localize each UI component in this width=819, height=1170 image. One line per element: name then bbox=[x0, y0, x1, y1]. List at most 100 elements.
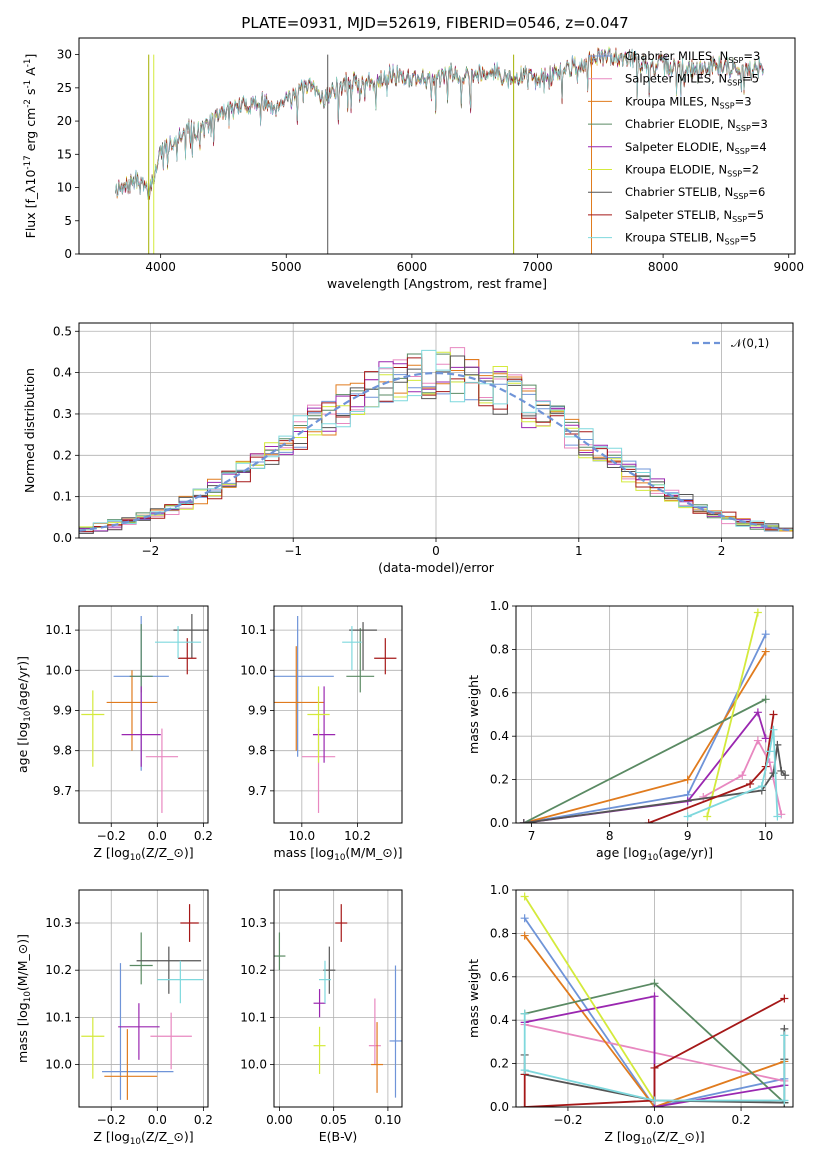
errorbar-salpeter-stelib bbox=[180, 904, 199, 942]
errorbar-kroupa-stelib bbox=[157, 960, 204, 1004]
errorbar-chabrier-stelib bbox=[349, 622, 377, 671]
plus-marker bbox=[650, 979, 659, 988]
y-tick-label: 0.4 bbox=[490, 729, 509, 743]
errorbar-chabrier-elodie bbox=[129, 932, 153, 985]
y-tick-label: 9.8 bbox=[248, 744, 267, 758]
axes-frame bbox=[78, 889, 209, 1108]
y-tick-label: 0.4 bbox=[490, 1013, 509, 1027]
y-tick-label: 10.1 bbox=[240, 623, 267, 637]
y-tick-label: 9.7 bbox=[53, 784, 72, 798]
y-tick-label: 0.6 bbox=[490, 970, 509, 984]
plot-area-age_vs_Z bbox=[81, 614, 208, 813]
errorbar-chabrier-stelib bbox=[173, 614, 208, 659]
errorbar-kroupa-miles bbox=[274, 646, 325, 751]
errorbar-salpeter-elodie bbox=[121, 686, 161, 767]
legend-label-kroupa-stelib: Kroupa STELIB, NSSP=5 bbox=[625, 231, 757, 247]
axes-frame bbox=[273, 889, 403, 1108]
y-axis-label: mass weight bbox=[466, 675, 481, 754]
errorbar-kroupa-elodie bbox=[81, 690, 105, 767]
x-tick-label: 0.0 bbox=[645, 1113, 664, 1127]
plus-marker bbox=[781, 771, 790, 780]
errorbar-kroupa-stelib bbox=[318, 960, 331, 1004]
y-tick-label: 0.0 bbox=[490, 816, 509, 830]
errorbar-salpeter-stelib bbox=[178, 638, 197, 675]
axes-frame bbox=[273, 605, 403, 824]
plot-area-residuals bbox=[79, 347, 793, 536]
y-tick-label: 0.1 bbox=[53, 490, 72, 504]
y-tick-label: 0.2 bbox=[490, 773, 509, 787]
series-line bbox=[523, 1013, 786, 1102]
y-tick-label: 0.8 bbox=[490, 926, 509, 940]
x-tick-label: 8000 bbox=[648, 260, 679, 274]
x-tick-label: 8 bbox=[606, 829, 614, 843]
x-tick-label: 1 bbox=[575, 544, 583, 558]
errorbar-chabrier-miles bbox=[389, 965, 402, 1098]
x-tick-label: −0.2 bbox=[97, 1113, 126, 1127]
plus-marker bbox=[520, 914, 529, 923]
x-axis-label: Z [log10(Z/Z_⊙)] bbox=[604, 1129, 704, 1147]
errorbar-kroupa-elodie bbox=[313, 1026, 326, 1074]
plus-marker bbox=[780, 994, 789, 1003]
plus-marker bbox=[738, 771, 747, 780]
x-tick-label: 0.10 bbox=[375, 1113, 402, 1127]
y-tick-label: 0.0 bbox=[53, 531, 72, 545]
plus-marker bbox=[777, 810, 786, 819]
series-salpeter-elodie bbox=[519, 708, 770, 823]
x-tick-label: 0.05 bbox=[320, 1113, 347, 1127]
plus-marker bbox=[753, 708, 762, 717]
y-axis-label: mass [log10(M/M_⊙)] bbox=[15, 934, 33, 1063]
plus-marker bbox=[777, 766, 786, 775]
y-tick-label: 30 bbox=[57, 48, 72, 62]
errorbar-salpeter-miles bbox=[150, 1012, 192, 1070]
axes-frame bbox=[515, 605, 794, 824]
y-tick-label: 0.6 bbox=[490, 686, 509, 700]
y-tick-label: 10.1 bbox=[45, 1010, 72, 1024]
y-axis-label: age [log10(age/yr)] bbox=[15, 656, 33, 773]
series-line bbox=[523, 698, 767, 823]
plus-marker bbox=[520, 1009, 529, 1018]
plus-marker bbox=[519, 819, 528, 823]
figure-title: PLATE=0931, MJD=52619, FIBERID=0546, z=0… bbox=[241, 14, 628, 32]
y-tick-label: 1.0 bbox=[490, 883, 509, 897]
y-tick-label: 10.2 bbox=[45, 963, 72, 977]
x-tick-label: 10.0 bbox=[288, 829, 315, 843]
x-axis-label: Z [log10(Z/Z_⊙)] bbox=[93, 1129, 193, 1147]
errorbar-chabrier-elodie bbox=[129, 624, 153, 693]
y-tick-label: 9.9 bbox=[53, 703, 72, 717]
legend-label-salpeter-miles: Salpeter MILES, NSSP=5 bbox=[625, 72, 759, 88]
plot-area-spectrum bbox=[115, 46, 764, 254]
y-tick-label: 9.9 bbox=[248, 703, 267, 717]
y-tick-label: 10 bbox=[57, 181, 72, 195]
errorbar-chabrier-miles bbox=[102, 963, 174, 1100]
legend-label-kroupa-elodie: Kroupa ELODIE, NSSP=2 bbox=[625, 163, 759, 179]
errorbar-kroupa-elodie bbox=[81, 1017, 105, 1079]
y-tick-label: 10.3 bbox=[240, 916, 267, 930]
y-tick-label: 9.7 bbox=[248, 784, 267, 798]
errorbar-salpeter-stelib bbox=[335, 904, 348, 942]
panel-massweight_vs_age: 7 8 9 10 0.0 0.2 0.4 0.6 0.8 1.0 age [log10(age/yr… bbox=[466, 599, 794, 863]
legend-label-salpeter-elodie: Salpeter ELODIE, NSSP=4 bbox=[625, 140, 767, 156]
x-tick-label: −0.2 bbox=[553, 1113, 582, 1127]
x-tick-label: 2 bbox=[718, 544, 726, 558]
y-tick-label: 20 bbox=[57, 114, 72, 128]
panel-mass_vs_Z: −0.2 0.0 0.2 10.0 10.1 10.2 10.3 Z [log10(Z/Z_⊙… bbox=[15, 889, 213, 1147]
plus-marker bbox=[761, 734, 770, 743]
plus-marker bbox=[761, 647, 770, 656]
x-axis-label: (data-model)/error bbox=[378, 560, 495, 575]
errorbar-kroupa-miles bbox=[104, 1029, 158, 1100]
errorbar-salpeter-elodie bbox=[118, 1003, 160, 1060]
plus-marker bbox=[757, 782, 766, 791]
y-axis-label: mass weight bbox=[466, 959, 481, 1038]
x-tick-label: 0.0 bbox=[148, 829, 167, 843]
x-tick-label: 6000 bbox=[397, 260, 428, 274]
y-tick-label: 0.4 bbox=[53, 366, 72, 380]
y-tick-label: 0 bbox=[64, 247, 72, 261]
y-tick-label: 0.5 bbox=[53, 324, 72, 338]
plus-marker bbox=[746, 779, 755, 788]
hist-kroupa-stelib bbox=[79, 349, 793, 536]
plus-marker bbox=[765, 747, 774, 756]
x-tick-label: 0.0 bbox=[148, 1113, 167, 1127]
series-kroupa-stelib bbox=[683, 725, 782, 821]
plus-marker bbox=[683, 775, 692, 784]
axes-frame bbox=[78, 322, 794, 539]
